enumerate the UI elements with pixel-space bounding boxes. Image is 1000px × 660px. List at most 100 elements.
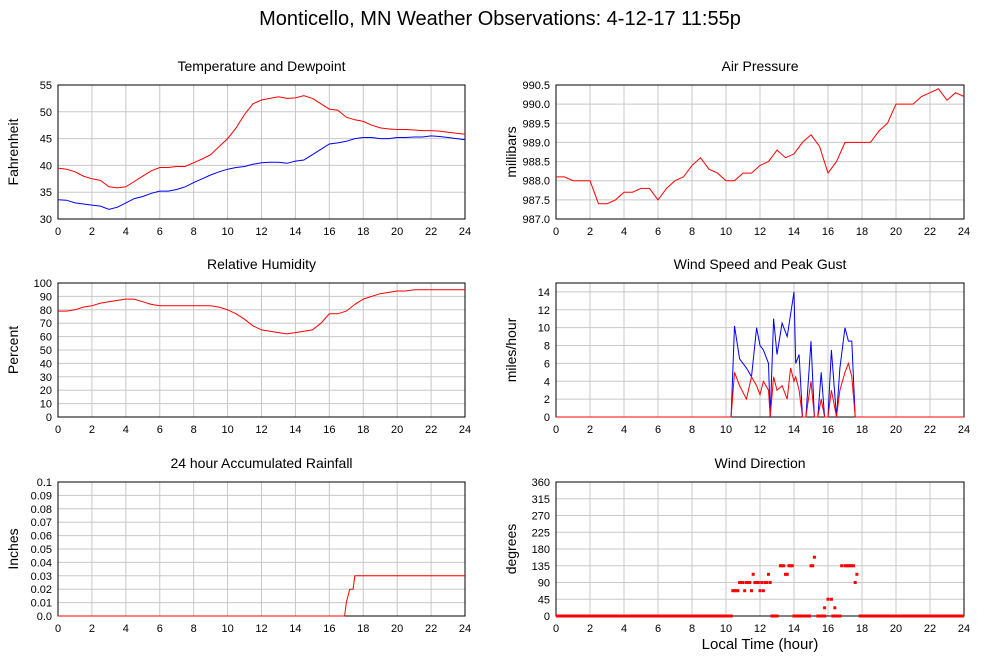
x-tick-label: 8 <box>689 623 695 635</box>
x-tick-label: 16 <box>323 623 335 635</box>
x-tick-label: 12 <box>255 424 267 436</box>
series-line-2 <box>57 135 466 210</box>
data-point <box>784 572 787 576</box>
data-point <box>733 589 736 593</box>
data-point <box>778 564 782 568</box>
chart-temp: Temperature and DewpointFahrenheit303540… <box>5 58 471 238</box>
x-tick-label: 18 <box>357 623 369 635</box>
y-tick-label: 988.0 <box>522 176 550 188</box>
y-tick-label: 40 <box>40 358 52 370</box>
x-tick-label: 2 <box>587 226 593 238</box>
y-tick-label: 989.0 <box>522 137 550 149</box>
x-tick-label: 10 <box>720 424 732 436</box>
x-tick-label: 10 <box>720 623 732 635</box>
data-point <box>760 581 764 584</box>
y-tick-label: 45 <box>40 134 52 146</box>
y-tick-label: 0.05 <box>31 544 52 556</box>
x-tick-label: 12 <box>754 226 766 238</box>
x-tick-label: 14 <box>289 226 301 238</box>
y-tick-label: 990.5 <box>522 80 550 92</box>
y-tick-label: 30 <box>40 372 52 384</box>
data-point <box>845 564 849 568</box>
y-tick-label: 270 <box>532 511 550 523</box>
x-tick-label: 22 <box>425 424 437 436</box>
x-tick-label: 24 <box>459 623 471 635</box>
x-tick-label: 18 <box>357 424 369 436</box>
data-point <box>753 581 757 584</box>
data-point <box>736 589 740 593</box>
data-point <box>755 581 759 584</box>
y-axis-label: Fahrenheit <box>5 118 21 185</box>
data-point <box>741 581 745 584</box>
x-tick-label: 14 <box>788 623 800 635</box>
chart-direction: Wind Directiondegrees0459013518022527031… <box>503 455 970 635</box>
y-tick-label: 180 <box>532 544 550 556</box>
chart-title: Wind Direction <box>714 455 805 471</box>
x-tick-label: 24 <box>958 424 970 436</box>
x-tick-label: 8 <box>191 623 197 635</box>
y-tick-label: 989.5 <box>522 118 550 130</box>
data-point <box>819 614 823 618</box>
x-tick-label: 14 <box>289 424 301 436</box>
x-tick-label: 14 <box>788 226 800 238</box>
plot-frame <box>555 84 965 220</box>
data-point <box>826 597 830 601</box>
chart-title: 24 hour Accumulated Rainfall <box>170 455 352 471</box>
x-tick-label: 18 <box>856 623 868 635</box>
x-tick-label: 10 <box>221 424 233 436</box>
x-tick-label: 16 <box>822 623 834 635</box>
y-tick-label: 360 <box>532 477 550 489</box>
x-tick-label: 20 <box>890 424 902 436</box>
data-point <box>829 597 833 601</box>
y-tick-label: 0.01 <box>31 598 52 610</box>
y-tick-label: 20 <box>40 385 52 397</box>
y-tick-label: 315 <box>532 494 550 506</box>
y-tick-label: 987.5 <box>522 195 550 207</box>
x-tick-label: 8 <box>191 424 197 436</box>
x-tick-label: 4 <box>123 623 129 635</box>
data-point <box>792 614 796 618</box>
y-axis-label: miles/hour <box>503 317 519 382</box>
x-tick-label: 4 <box>123 424 129 436</box>
x-tick-label: 0 <box>55 424 61 436</box>
x-tick-label: 20 <box>391 623 403 635</box>
y-tick-label: 30 <box>40 214 52 226</box>
series-line-1 <box>58 289 465 335</box>
chart-title: Relative Humidity <box>207 256 316 272</box>
y-axis-label: Inches <box>5 528 21 569</box>
data-point <box>836 614 840 618</box>
data-point <box>853 581 857 584</box>
data-point <box>770 614 774 618</box>
data-point <box>840 564 844 568</box>
y-tick-label: 60 <box>40 332 52 344</box>
y-tick-label: 0.1 <box>37 477 52 489</box>
x-tick-label: 12 <box>255 226 267 238</box>
data-point <box>809 564 813 568</box>
data-point <box>787 564 791 568</box>
y-tick-label: 2 <box>544 394 550 406</box>
x-tick-label: 0 <box>55 226 61 238</box>
chart-rain: 24 hour Accumulated RainfallInches0.00.0… <box>5 455 471 635</box>
x-tick-label: 16 <box>822 226 834 238</box>
x-tick-label: 0 <box>55 623 61 635</box>
x-tick-label: 2 <box>587 424 593 436</box>
x-tick-label: 10 <box>720 226 732 238</box>
y-tick-label: 50 <box>40 107 52 119</box>
y-tick-label: 0 <box>544 412 550 424</box>
x-tick-label: 22 <box>425 623 437 635</box>
data-point <box>816 614 820 618</box>
y-tick-label: 10 <box>538 323 550 335</box>
y-tick-label: 0.06 <box>31 531 52 543</box>
data-point <box>846 564 850 568</box>
data-point <box>750 589 753 593</box>
data-point <box>744 581 748 584</box>
x-tick-label: 20 <box>890 226 902 238</box>
y-tick-label: 990.0 <box>522 99 550 111</box>
y-tick-label: 50 <box>40 345 52 357</box>
x-tick-label: 16 <box>323 226 335 238</box>
data-point <box>746 581 750 584</box>
data-point <box>799 614 803 618</box>
chart-title: Wind Speed and Peak Gust <box>674 256 847 272</box>
data-point <box>738 581 742 584</box>
x-tick-label: 6 <box>157 226 163 238</box>
